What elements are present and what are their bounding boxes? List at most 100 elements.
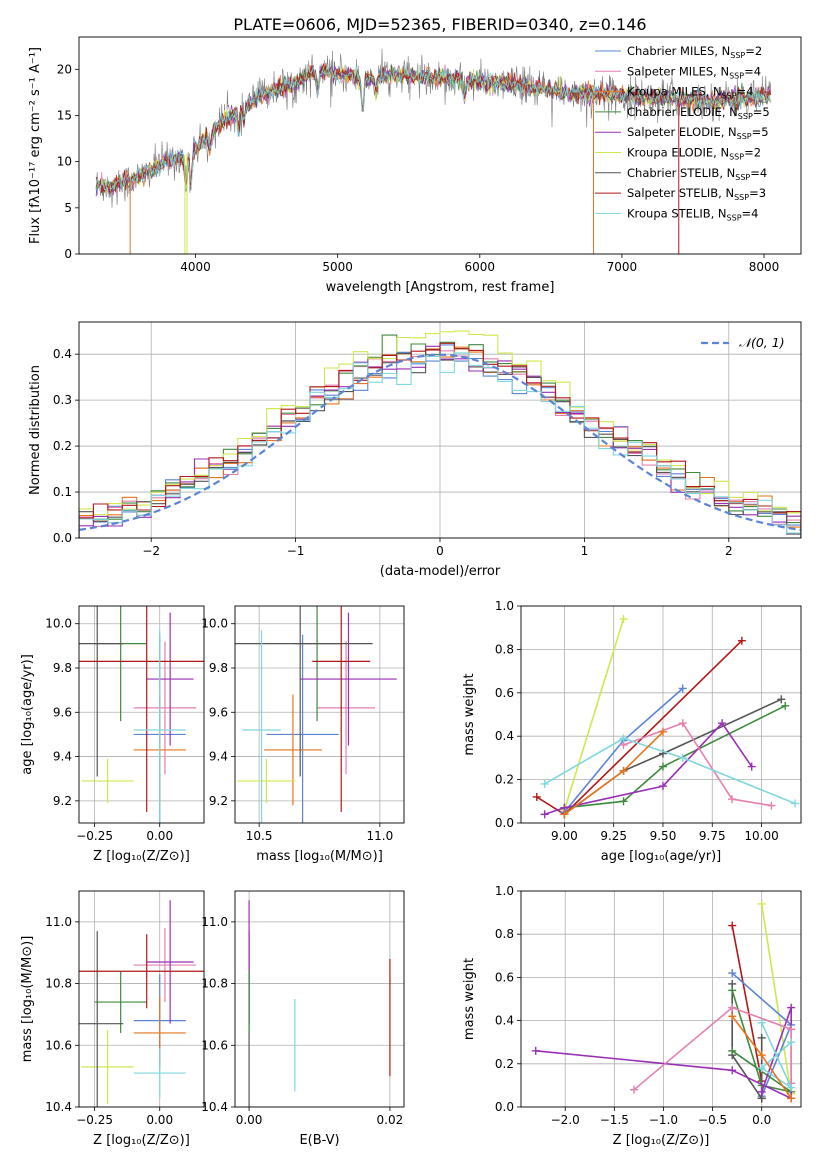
x-tick-label: −0.5 xyxy=(698,1113,727,1127)
plot-area xyxy=(79,322,801,538)
x-tick-label: 10.00 xyxy=(744,829,778,843)
y-tick-label: 0.8 xyxy=(495,927,514,941)
y-tick-label: 10.4 xyxy=(45,1100,72,1114)
legend-label: Salpeter STELIB, NSSP=3 xyxy=(627,186,766,202)
y-tick-label: 9.4 xyxy=(209,750,228,764)
legend-label: Salpeter ELODIE, NSSP=5 xyxy=(627,125,769,141)
y-tick-label: 9.2 xyxy=(53,794,72,808)
panel-mass_vs_EBV: 0.00 0.02 10.4 10.6 10.8 11.0 E(B-V) xyxy=(201,890,405,1148)
x-axis-label: E(B-V) xyxy=(299,1133,339,1148)
x-tick-label: 0.00 xyxy=(146,1113,173,1127)
y-tick-label: 0.6 xyxy=(495,686,514,700)
y-tick-label: 1.0 xyxy=(495,599,514,613)
y-tick-label: 1.0 xyxy=(495,884,514,898)
y-tick-label: 9.6 xyxy=(209,705,228,719)
y-tick-label: 10.4 xyxy=(201,1100,228,1114)
plot-area xyxy=(521,606,801,823)
x-tick-label: −1.0 xyxy=(649,1113,678,1127)
panel-mass_weight_vs_age: 9.00 9.25 9.50 9.75 10.00 0.0 0.2 0.4 0.6 0.8 1.0 a… xyxy=(462,599,802,864)
legend-label: Kroupa STELIB, NSSP=4 xyxy=(627,206,758,222)
y-axis-label: mass weight xyxy=(462,673,477,755)
x-tick-label: 9.50 xyxy=(650,829,677,843)
y-tick-label: 10.0 xyxy=(201,617,228,631)
histogram-salpeter_stelib xyxy=(79,342,801,538)
y-tick-label: 0.8 xyxy=(495,642,514,656)
y-tick-label: 9.8 xyxy=(53,661,72,675)
x-tick-label: −0.25 xyxy=(76,829,113,843)
y-tick-label: 20 xyxy=(57,62,72,76)
y-tick-label: 0.2 xyxy=(495,773,514,787)
x-tick-label: 11.0 xyxy=(366,829,393,843)
x-tick-label: 0 xyxy=(436,544,444,558)
x-tick-label: 9.25 xyxy=(600,829,627,843)
x-tick-label: −0.25 xyxy=(76,1113,113,1127)
y-axis-label: Normed distribution xyxy=(28,365,43,495)
x-axis-label: Z [log₁₀(Z/Z⊙)] xyxy=(93,1133,190,1148)
series-line-salpeter_miles xyxy=(633,1006,793,1091)
plot-area xyxy=(79,606,204,823)
legend-label: Kroupa MILES, NSSP=4 xyxy=(627,85,753,101)
x-tick-label: 2 xyxy=(725,544,733,558)
x-axis-label: (data-model)/error xyxy=(380,564,501,579)
axes-frame xyxy=(78,36,802,255)
y-tick-label: 10 xyxy=(57,155,72,169)
legend-label-normal: 𝒩(0, 1) xyxy=(739,335,785,350)
x-tick-label: 9.75 xyxy=(699,829,726,843)
plot-area xyxy=(79,891,204,1107)
series-line-kroupa_elodie xyxy=(563,618,625,811)
model-spectrum-kroupa_stelib xyxy=(95,63,771,191)
panel-mass_vs_Z: −0.25 0.00 10.4 10.6 10.8 11.0 Z [log₁₀(Z/Z⊙)]… xyxy=(20,890,205,1148)
axes-frame xyxy=(78,605,205,824)
y-tick-label: 10.8 xyxy=(45,977,72,991)
y-tick-label: 11.0 xyxy=(45,915,72,929)
x-tick-label: 0.00 xyxy=(236,1113,263,1127)
series-line-kroupa_stelib xyxy=(544,737,796,805)
y-tick-label: 10.8 xyxy=(201,977,228,991)
x-tick-label: 4000 xyxy=(180,260,211,274)
axes-frame xyxy=(78,890,205,1108)
x-axis-label: Z [log₁₀(Z/Z⊙)] xyxy=(613,1133,710,1148)
x-tick-label: 0.00 xyxy=(146,829,173,843)
y-tick-label: 9.4 xyxy=(53,750,72,764)
x-axis-label: mass [log₁₀(M/M⊙)] xyxy=(256,849,383,864)
x-tick-label: −2.0 xyxy=(551,1113,580,1127)
legend-label: Kroupa ELODIE, NSSP=2 xyxy=(627,146,761,162)
x-tick-label: −2 xyxy=(142,544,160,558)
x-tick-label: 7000 xyxy=(607,260,638,274)
y-tick-label: 0.3 xyxy=(53,393,72,407)
y-axis-label: mass [log₁₀(M/M⊙)] xyxy=(20,936,35,1063)
x-tick-label: 8000 xyxy=(749,260,780,274)
y-tick-label: 0.1 xyxy=(53,485,72,499)
y-tick-label: 0.6 xyxy=(495,970,514,984)
x-axis-label: Z [log₁₀(Z/Z⊙)] xyxy=(93,849,190,864)
x-tick-label: −1.5 xyxy=(600,1113,629,1127)
series-line-kroupa_elodie xyxy=(760,903,792,1095)
y-tick-label: 9.6 xyxy=(53,705,72,719)
y-tick-label: 15 xyxy=(57,108,72,122)
plot-area xyxy=(521,891,801,1107)
y-tick-label: 0.4 xyxy=(495,1014,514,1028)
y-tick-label: 0.0 xyxy=(53,531,72,545)
y-tick-label: 5 xyxy=(64,201,72,215)
legend-label: Chabrier ELODIE, NSSP=5 xyxy=(627,105,770,121)
panel-mass_weight_vs_Z: −2.0 −1.5 −1.0 −0.5 0.0 0.0 0.2 0.4 0.6 0.8 1.0 Z [… xyxy=(462,884,802,1148)
figure-title: PLATE=0606, MJD=52365, FIBERID=0340, z=0… xyxy=(233,15,646,34)
normal-curve xyxy=(79,353,801,531)
plot-area xyxy=(235,891,404,1107)
model-spectrum-salpeter_stelib xyxy=(95,62,771,194)
y-tick-label: 0 xyxy=(64,247,72,261)
y-axis-label: Flux [fλ10⁻¹⁷ erg cm⁻² s⁻¹ A⁻¹] xyxy=(28,47,43,244)
y-tick-label: 0.2 xyxy=(495,1057,514,1071)
panel-residuals: −2 −1 0 1 2 0.0 0.1 0.2 0.3 0.4 (data-model)/error… xyxy=(28,321,802,579)
histogram-kroupa_stelib xyxy=(79,352,801,538)
axes-frame xyxy=(78,321,802,539)
x-tick-label: 9.00 xyxy=(551,829,578,843)
y-tick-label: 0.4 xyxy=(495,729,514,743)
x-tick-label: 6000 xyxy=(465,260,496,274)
y-axis-label: age [log₁₀(age/yr)] xyxy=(20,654,35,775)
x-axis-label: age [log₁₀(age/yr)] xyxy=(601,849,722,864)
x-tick-label: 10.5 xyxy=(246,829,273,843)
